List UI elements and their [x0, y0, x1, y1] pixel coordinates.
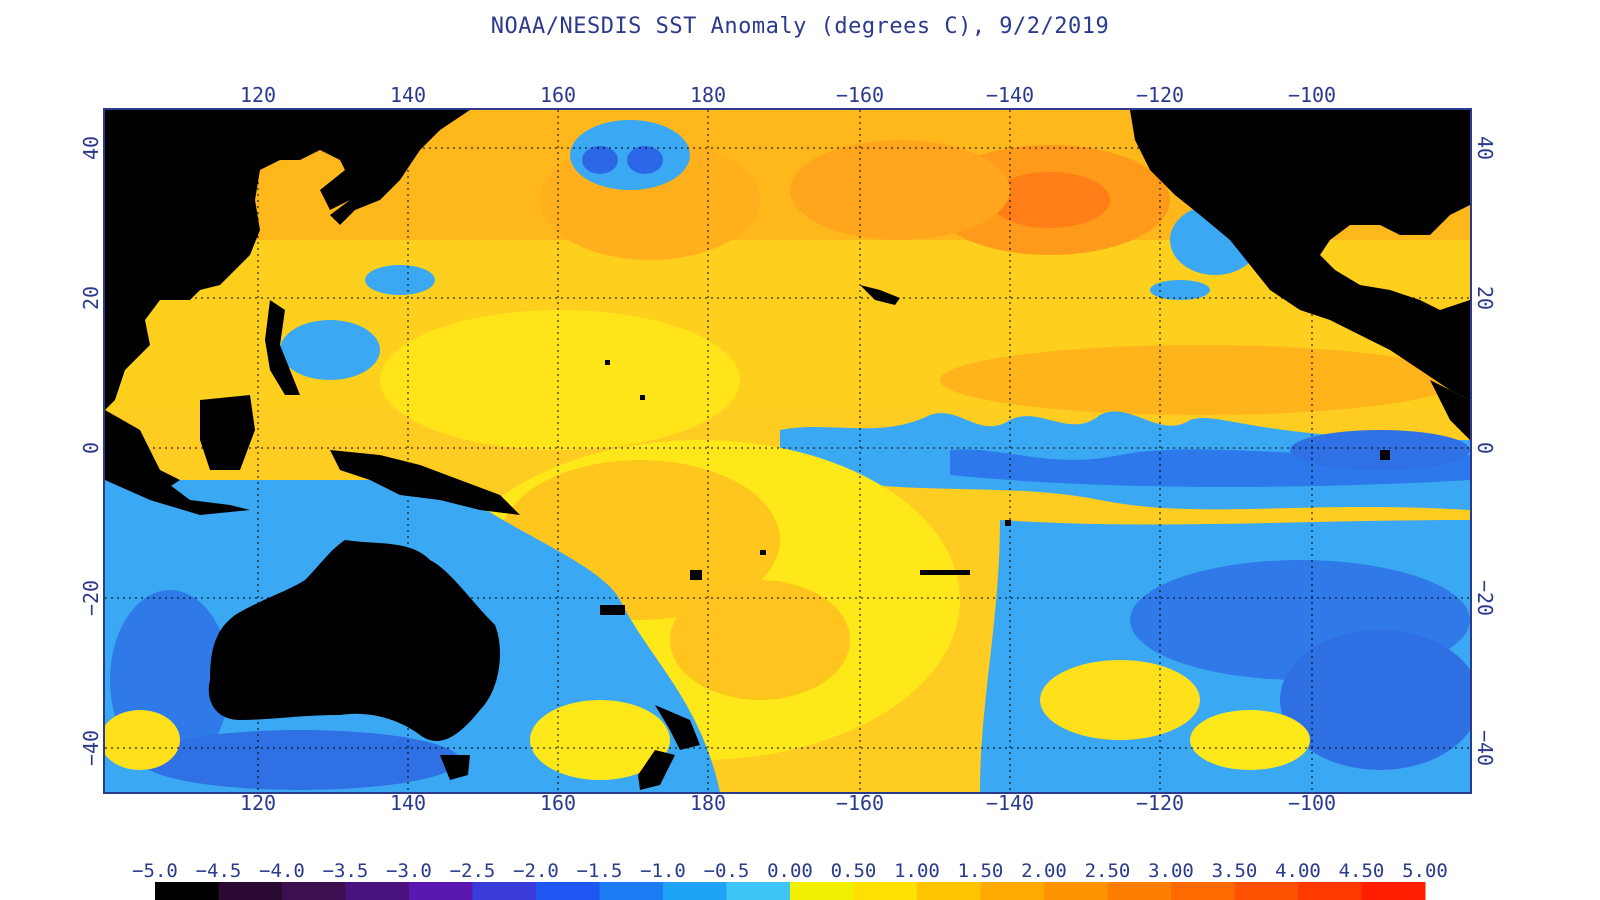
- colorbar-label: −2.5: [449, 860, 496, 882]
- lon-label: 120: [240, 791, 276, 815]
- lon-label: −140: [986, 791, 1034, 815]
- colorbar-label: 2.00: [1021, 860, 1067, 882]
- colorbar-label: −1.5: [576, 860, 623, 882]
- lat-label: 40: [79, 136, 103, 160]
- colorbar-swatch: [155, 882, 219, 900]
- lat-label: 40: [1473, 136, 1497, 160]
- lat-label: 20: [1473, 286, 1497, 310]
- lon-labels-bottom: 120 140 160 180 −160 −140 −120 −100: [240, 791, 1336, 815]
- lon-label: 180: [690, 83, 726, 107]
- colorbar-label: 0.50: [830, 860, 877, 882]
- colorbar-label: 1.50: [957, 860, 1004, 882]
- lon-label: −100: [1288, 83, 1336, 107]
- colorbar-swatch: [726, 882, 791, 900]
- colorbar-swatch: [1044, 882, 1108, 900]
- colorbar-swatch: [980, 882, 1045, 900]
- lat-labels-left: 40 20 0 −20 −40: [79, 136, 103, 766]
- lat-label: −20: [1473, 580, 1497, 616]
- lon-label: 140: [390, 791, 426, 815]
- colorbar-label: −3.0: [386, 860, 432, 882]
- colorbar-label: 2.50: [1084, 860, 1131, 882]
- colorbar-label: −5.0: [132, 860, 178, 882]
- colorbar: [155, 882, 1426, 900]
- colorbar-swatch: [1298, 882, 1362, 900]
- colorbar-swatch: [790, 882, 854, 900]
- colorbar-label: −1.0: [640, 860, 686, 882]
- colorbar-label: −0.5: [703, 860, 750, 882]
- lon-label: −120: [1136, 791, 1184, 815]
- colorbar-swatch: [663, 882, 727, 900]
- colorbar-swatch: [599, 882, 664, 900]
- colorbar-labels: −5.0 −4.5 −4.0 −3.5 −3.0 −2.5 −2.0 −1.5 −1.0 −0.5…: [0, 860, 1600, 882]
- lon-label: 140: [390, 83, 426, 107]
- lon-label: −100: [1288, 791, 1336, 815]
- map-field: [105, 110, 1470, 792]
- lon-label: −120: [1136, 83, 1184, 107]
- lon-label: −160: [836, 83, 884, 107]
- lat-label: 0: [79, 442, 103, 454]
- lat-label: −20: [79, 580, 103, 616]
- colorbar-label: 4.50: [1338, 860, 1385, 882]
- colorbar-swatch: [1107, 882, 1172, 900]
- colorbar-label: −4.0: [259, 860, 305, 882]
- colorbar-swatch: [536, 882, 600, 900]
- colorbar-label: 0.00: [767, 860, 813, 882]
- lat-labels-right: 40 20 0 −20 −40: [1473, 136, 1497, 766]
- colorbar-swatch: [472, 882, 537, 900]
- colorbar-swatch: [1361, 882, 1426, 900]
- lat-label: −40: [79, 730, 103, 766]
- colorbar-swatch: [853, 882, 918, 900]
- lon-label: 120: [240, 83, 276, 107]
- map-frame: [103, 108, 1472, 794]
- colorbar-label: 4.00: [1275, 860, 1321, 882]
- lon-label: 180: [690, 791, 726, 815]
- lon-label: 160: [540, 791, 576, 815]
- map-title: NOAA/NESDIS SST Anomaly (degrees C), 9/2…: [490, 14, 1110, 39]
- colorbar-swatch: [218, 882, 283, 900]
- land-masses: [105, 110, 1470, 790]
- colorbar-swatch: [1234, 882, 1299, 900]
- lon-label: 160: [540, 83, 576, 107]
- lon-label: −160: [836, 791, 884, 815]
- lon-labels-top: 120 140 160 180 −160 −140 −120 −100: [240, 83, 1336, 107]
- lat-label: −40: [1473, 730, 1497, 766]
- colorbar-label: −4.5: [195, 860, 242, 882]
- colorbar-swatch: [282, 882, 346, 900]
- lat-label: 0: [1473, 442, 1497, 454]
- colorbar-swatch: [1171, 882, 1235, 900]
- colorbar-swatch: [409, 882, 473, 900]
- colorbar-label: 3.00: [1148, 860, 1194, 882]
- colorbar-swatch: [345, 882, 410, 900]
- colorbar-label: −3.5: [322, 860, 369, 882]
- colorbar-swatch: [917, 882, 981, 900]
- lat-label: 20: [79, 286, 103, 310]
- colorbar-label: 5.00: [1402, 860, 1448, 882]
- colorbar-label: −2.0: [513, 860, 559, 882]
- lon-label: −140: [986, 83, 1034, 107]
- colorbar-label: 3.50: [1211, 860, 1258, 882]
- colorbar-label: 1.00: [894, 860, 940, 882]
